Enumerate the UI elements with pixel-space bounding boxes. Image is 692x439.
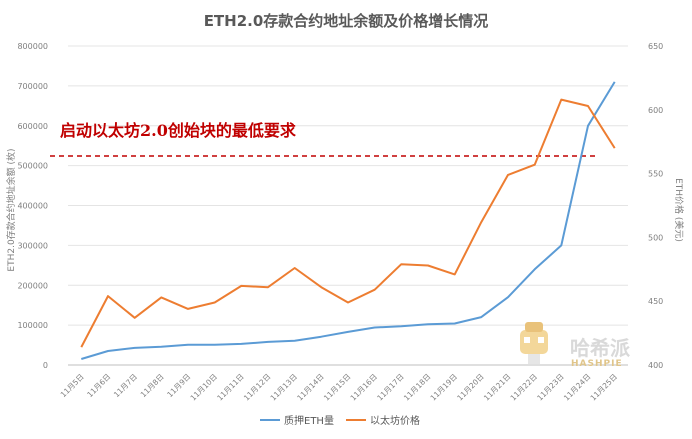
annotation: 启动以太坊2.0创始块的最低要求: [50, 121, 596, 157]
x-tick-label: 11月21日: [482, 372, 512, 402]
y2-tick-label: 650: [648, 42, 663, 51]
series-layer: [80, 81, 616, 360]
watermark: 哈希派 HASHPIE: [520, 322, 631, 369]
x-tick-label: 11月11日: [215, 372, 245, 402]
y-tick-label: 700000: [17, 82, 48, 91]
y2-tick-label: 550: [648, 170, 663, 179]
x-tick-label: 11月17日: [375, 372, 405, 402]
y-tick-label: 300000: [17, 241, 48, 250]
right-axis-ticks: 400 450 500 550 600 650: [648, 42, 663, 370]
y-tick-label: 500000: [17, 162, 48, 171]
x-tick-label: 11月19日: [429, 372, 459, 402]
x-tick-label: 11月7日: [112, 372, 139, 399]
watermark-subtext: HASHPIE: [571, 359, 623, 369]
legend: 质押ETH量 以太坊价格: [260, 414, 420, 427]
x-tick-label: 11月10日: [189, 372, 219, 402]
x-tick-label: 11月16日: [349, 372, 379, 402]
y2-tick-label: 600: [648, 106, 663, 115]
x-tick-label: 11月6日: [85, 372, 112, 399]
x-tick-label: 11月23日: [535, 372, 565, 402]
y2-tick-label: 500: [648, 233, 663, 242]
x-tick-label: 11月15日: [322, 372, 352, 402]
y2-tick-label: 400: [648, 361, 663, 370]
x-tick-label: 11月18日: [402, 372, 432, 402]
y-tick-label: 400000: [17, 202, 48, 211]
y-tick-label: 100000: [17, 321, 48, 330]
y-tick-label: 800000: [17, 42, 48, 51]
y-tick-label: 600000: [17, 122, 48, 131]
annotation-text: 启动以太坊2.0创始块的最低要求: [60, 121, 297, 140]
left-axis-ticks: 0 100000 200000 300000 400000 500000 600000 700…: [17, 42, 48, 370]
y2-tick-label: 450: [648, 297, 663, 306]
legend-label-staked-eth: 质押ETH量: [284, 414, 334, 427]
chart-title: ETH2.0存款合约地址余额及价格增长情况: [204, 12, 489, 30]
x-tick-label: 11月8日: [139, 372, 166, 399]
mascot-icon: [520, 322, 548, 364]
x-tick-label: 11月25日: [589, 372, 619, 402]
legend-label-eth-price: 以太坊价格: [370, 414, 420, 427]
x-tick-label: 11月12日: [242, 372, 272, 402]
y-tick-label: 0: [43, 361, 48, 370]
x-tick-label: 11月22日: [509, 372, 539, 402]
series-line-staked-eth: [81, 81, 616, 360]
x-tick-label: 11月20日: [455, 372, 485, 402]
y-axis-label: ETH2.0存款合约地址余额 (枚): [5, 148, 17, 271]
x-tick-label: 11月13日: [269, 372, 299, 402]
watermark-text: 哈希派: [570, 336, 631, 360]
y-tick-label: 200000: [17, 281, 48, 290]
grid-layer: [68, 45, 628, 366]
series-line-eth-price: [80, 98, 616, 348]
y2-axis-label: ETH价格 (美元): [673, 178, 685, 242]
x-tick-label: 11月24日: [562, 372, 592, 402]
x-tick-label: 11月14日: [295, 372, 325, 402]
x-axis-ticks: 11月5日 11月6日 11月7日 11月8日 11月9日11月10日11月11日11月…: [59, 372, 619, 402]
x-tick-label: 11月5日: [59, 372, 86, 399]
